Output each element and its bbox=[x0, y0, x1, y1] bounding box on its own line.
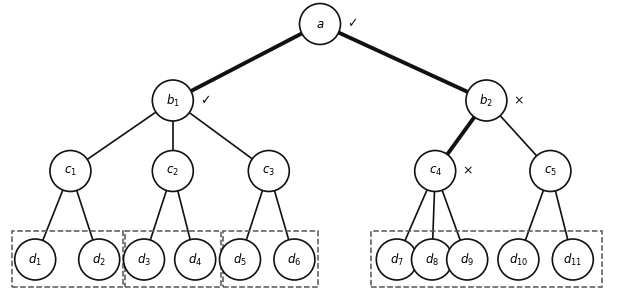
Bar bbox=[371, 231, 602, 286]
Text: $d_{1}$: $d_{1}$ bbox=[28, 251, 42, 268]
Ellipse shape bbox=[552, 239, 593, 280]
Ellipse shape bbox=[498, 239, 539, 280]
Text: $b_{2}$: $b_{2}$ bbox=[479, 92, 493, 109]
Text: $a$: $a$ bbox=[316, 17, 324, 31]
Ellipse shape bbox=[15, 239, 56, 280]
Ellipse shape bbox=[447, 239, 488, 280]
Ellipse shape bbox=[274, 239, 315, 280]
Text: ✓: ✓ bbox=[347, 17, 357, 31]
Text: $c_{3}$: $c_{3}$ bbox=[262, 164, 275, 178]
Text: $d_{8}$: $d_{8}$ bbox=[425, 251, 439, 268]
Text: $c_{2}$: $c_{2}$ bbox=[166, 164, 179, 178]
Text: ×: × bbox=[513, 94, 524, 107]
Text: $d_{2}$: $d_{2}$ bbox=[92, 251, 106, 268]
Bar bbox=[223, 231, 318, 286]
Text: $d_{4}$: $d_{4}$ bbox=[188, 251, 202, 268]
Text: $d_{11}$: $d_{11}$ bbox=[563, 251, 582, 268]
Text: $c_{1}$: $c_{1}$ bbox=[64, 164, 77, 178]
Ellipse shape bbox=[300, 4, 340, 44]
Ellipse shape bbox=[50, 151, 91, 191]
Text: $d_{6}$: $d_{6}$ bbox=[287, 251, 301, 268]
Ellipse shape bbox=[466, 80, 507, 121]
Text: $d_{3}$: $d_{3}$ bbox=[137, 251, 151, 268]
Ellipse shape bbox=[124, 239, 164, 280]
Bar bbox=[125, 231, 221, 286]
Text: $c_{4}$: $c_{4}$ bbox=[429, 164, 442, 178]
Ellipse shape bbox=[79, 239, 120, 280]
Ellipse shape bbox=[152, 80, 193, 121]
Ellipse shape bbox=[412, 239, 452, 280]
Ellipse shape bbox=[530, 151, 571, 191]
Text: ×: × bbox=[462, 164, 472, 178]
Bar bbox=[12, 231, 123, 286]
Ellipse shape bbox=[415, 151, 456, 191]
Ellipse shape bbox=[175, 239, 216, 280]
Text: $d_{9}$: $d_{9}$ bbox=[460, 251, 474, 268]
Ellipse shape bbox=[376, 239, 417, 280]
Text: $c_{5}$: $c_{5}$ bbox=[544, 164, 557, 178]
Text: $d_{5}$: $d_{5}$ bbox=[233, 251, 247, 268]
Text: $b_{1}$: $b_{1}$ bbox=[166, 92, 180, 109]
Ellipse shape bbox=[152, 151, 193, 191]
Text: ✓: ✓ bbox=[200, 94, 210, 107]
Ellipse shape bbox=[220, 239, 260, 280]
Text: $d_{7}$: $d_{7}$ bbox=[390, 251, 404, 268]
Text: $d_{10}$: $d_{10}$ bbox=[509, 251, 528, 268]
Ellipse shape bbox=[248, 151, 289, 191]
